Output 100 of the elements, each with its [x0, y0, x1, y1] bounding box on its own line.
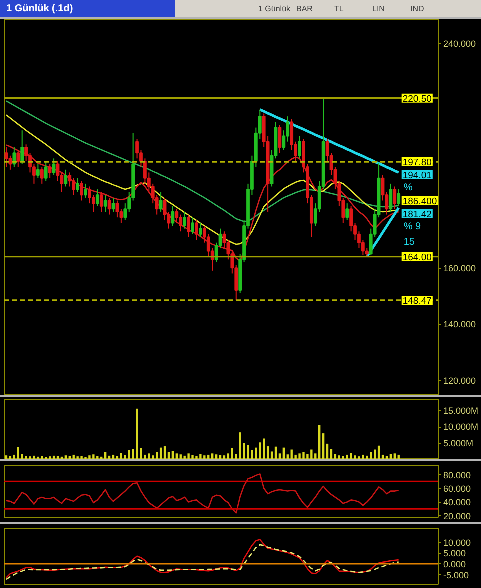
text: % 9: [404, 222, 422, 233]
bar: [160, 448, 162, 459]
bar: [231, 448, 234, 459]
bar: [314, 454, 317, 459]
bar: [306, 454, 309, 459]
line-series: [6, 144, 400, 262]
candlestick: [96, 189, 100, 207]
chart-title: 1 Günlük (.1d): [6, 4, 74, 14]
line-series: [366, 206, 400, 258]
candlestick: [393, 186, 397, 210]
bar: [302, 452, 305, 459]
bar: [64, 456, 68, 459]
text: IND: [410, 4, 424, 14]
bar: [148, 454, 150, 459]
bar: [156, 452, 158, 459]
bar: [398, 454, 400, 459]
bar: [92, 454, 95, 459]
bar: [136, 408, 138, 459]
text: 186.400: [402, 196, 438, 208]
bar: [223, 456, 226, 459]
bar: [290, 450, 293, 459]
bar: [259, 442, 262, 459]
bar: [152, 456, 154, 459]
candlestick: [195, 220, 198, 241]
candlestick: [48, 164, 52, 179]
bar: [80, 456, 83, 459]
bar: [247, 445, 250, 459]
candlestick: [191, 217, 194, 235]
candlestick: [36, 164, 40, 179]
bar: [278, 454, 282, 459]
bar: [326, 444, 329, 459]
candlestick: [16, 150, 20, 168]
bar: [282, 448, 286, 459]
bar: [394, 454, 396, 459]
bar: [338, 456, 341, 459]
y-tick-label: 240.000: [444, 39, 476, 50]
ref-line-label: 197.80: [402, 158, 432, 169]
bar: [374, 450, 376, 459]
bar: [286, 454, 289, 459]
bar: [112, 454, 115, 459]
bar: [188, 454, 190, 459]
bar: [172, 451, 174, 459]
bar: [370, 452, 372, 459]
ref-line-label: 164.00: [402, 252, 432, 264]
bar: [274, 446, 278, 459]
bar: [184, 456, 186, 459]
bar: [168, 452, 170, 459]
bar: [318, 425, 321, 459]
bar: [227, 454, 230, 459]
bar: [330, 449, 333, 459]
y-tick-label: 20.000: [444, 511, 472, 522]
bar: [192, 455, 194, 459]
y-tick-label: 120.000: [444, 376, 476, 386]
candlestick: [389, 183, 393, 212]
y-tick-label: 10.000M: [444, 422, 479, 432]
candlestick: [397, 189, 401, 207]
bar: [120, 453, 123, 459]
text: %: [404, 182, 413, 194]
bar: [263, 438, 266, 459]
y-tick-label: 40.000: [444, 498, 472, 508]
bar: [5, 456, 8, 459]
bar: [200, 454, 202, 459]
candlestick: [84, 183, 88, 198]
bar: [176, 454, 178, 459]
candlestick: [76, 178, 80, 193]
text: 15: [404, 236, 416, 248]
candlestick: [183, 211, 187, 230]
line-series: [6, 474, 400, 514]
bar: [33, 456, 36, 459]
text: BAR: [296, 4, 314, 14]
bar: [215, 454, 218, 459]
bar: [346, 454, 348, 459]
bar: [17, 447, 20, 459]
y-tick-label: 5.000: [444, 548, 466, 559]
ref-line-label: 148.47: [402, 296, 432, 307]
candlestick: [187, 214, 190, 238]
candlestick: [298, 136, 302, 160]
candlestick: [175, 208, 179, 224]
candlestick: [346, 203, 350, 221]
bar: [211, 454, 214, 459]
bar: [382, 454, 384, 459]
candlestick: [4, 146, 8, 168]
candlestick: [100, 192, 104, 212]
text: TL: [334, 4, 344, 14]
candlestick: [112, 197, 116, 212]
candlestick: [68, 172, 72, 188]
bar: [128, 450, 130, 459]
bar: [72, 454, 75, 459]
bar: [362, 454, 364, 459]
bar: [13, 454, 16, 459]
y-tick-label: 80.000: [444, 470, 472, 480]
bar: [104, 452, 107, 459]
data-label: 194.01: [402, 170, 432, 182]
bar: [270, 452, 274, 459]
y-tick-label: -5.000: [444, 570, 470, 580]
bar: [25, 456, 28, 459]
bar: [164, 446, 166, 459]
bar: [239, 432, 242, 459]
line-series: [6, 100, 400, 222]
bar: [354, 456, 356, 459]
